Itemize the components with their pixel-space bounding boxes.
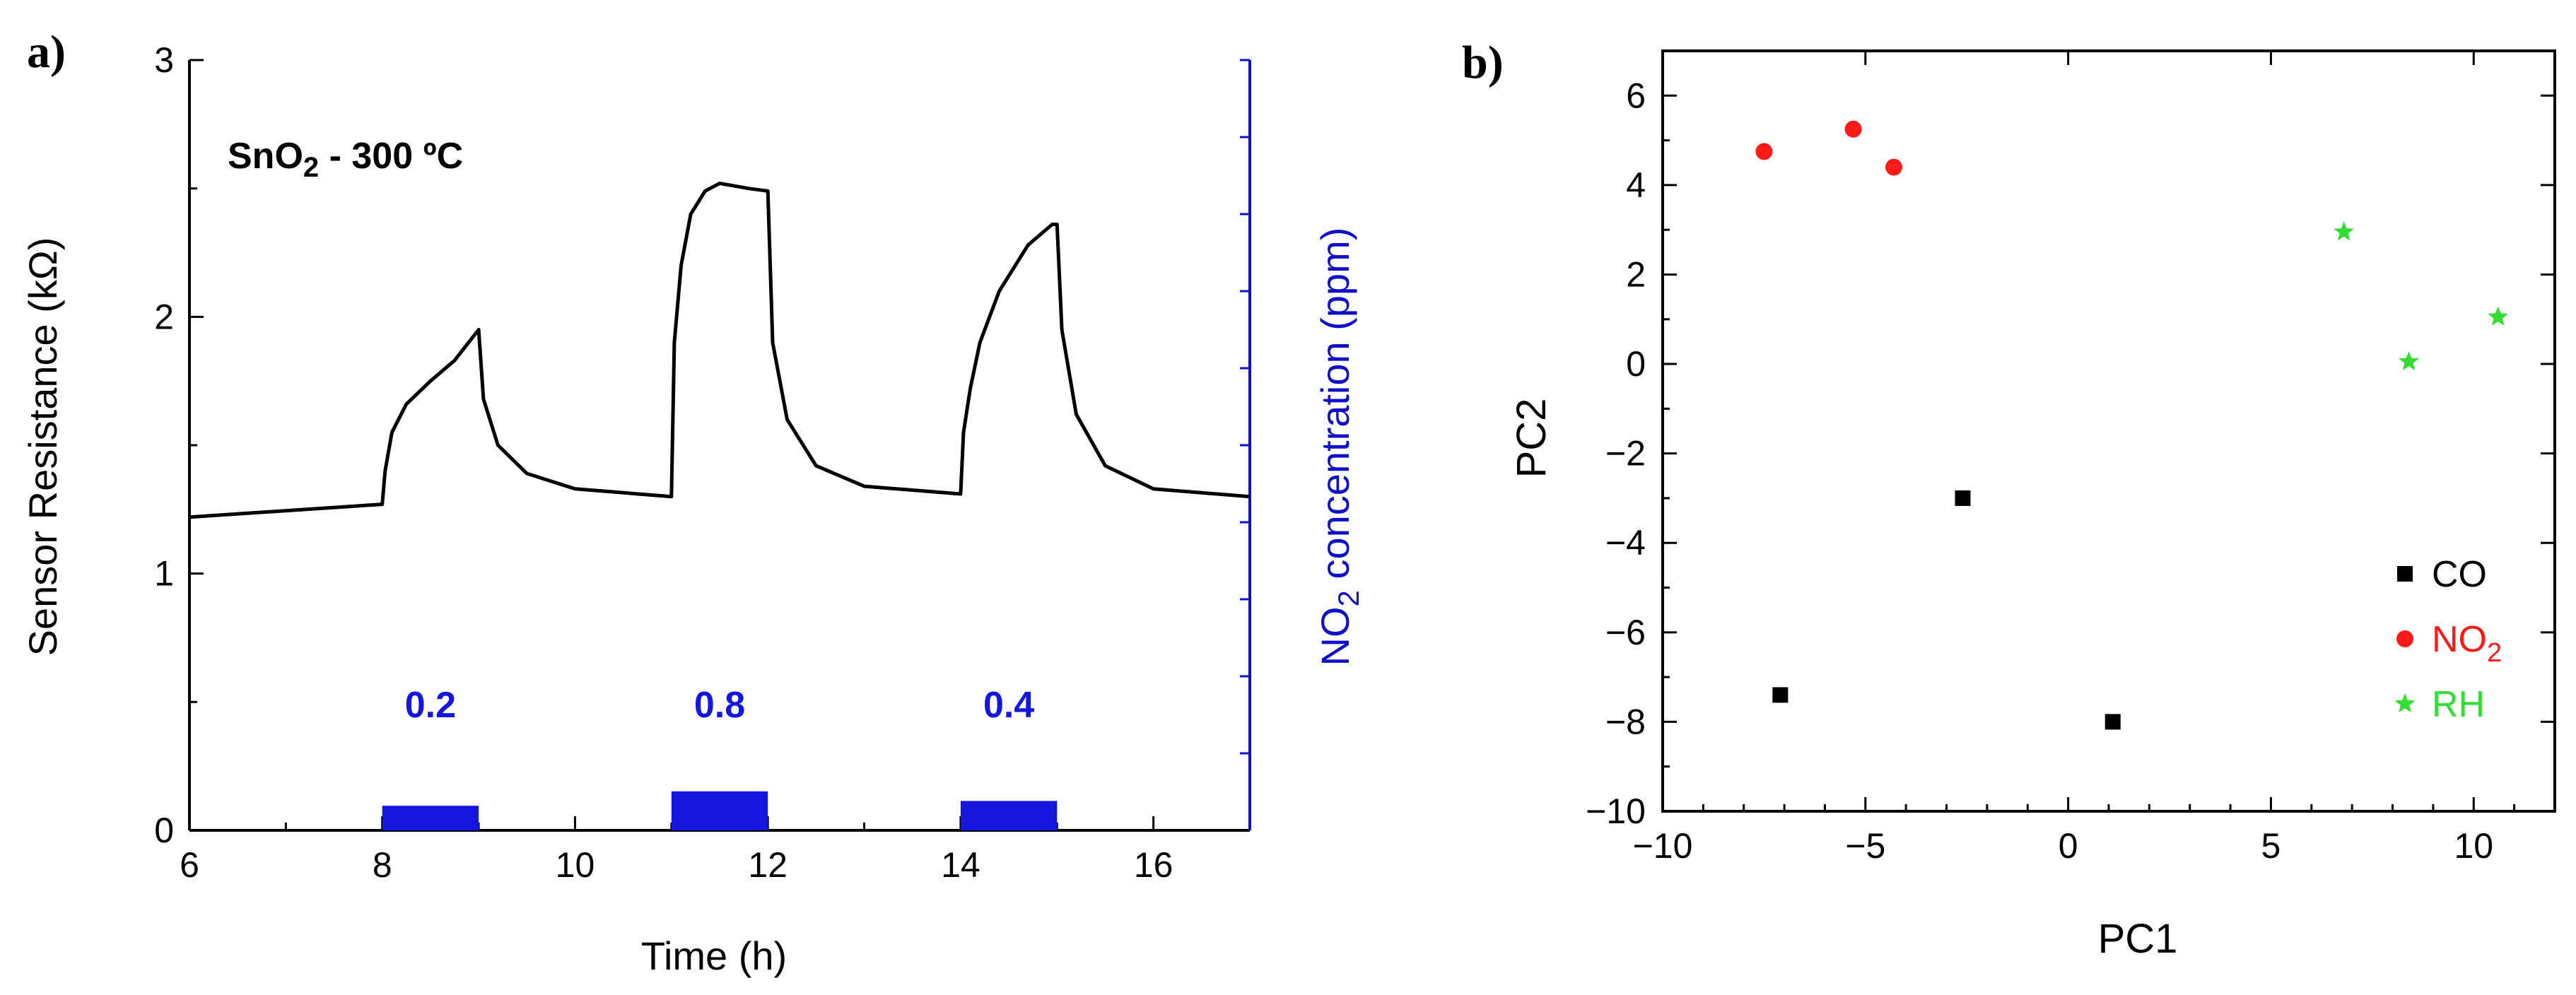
panel-b-y-tick-label: −6	[1605, 613, 1646, 652]
panel-a-x-tick-label: 14	[941, 845, 980, 885]
panel-a-pulse-label: 0.2	[405, 685, 456, 726]
panel-b: b) −10 −5 0 5 10 −10 −8 −6 −4 −2 0 2 4 6 PC1 PC2 CO NO…	[1462, 37, 2556, 962]
legend-label-no2: NO2	[2432, 619, 2502, 668]
panel-a-annotation: SnO2 - 300 ºC	[228, 136, 463, 183]
panel-b-y-tick-label: 0	[1626, 344, 1646, 384]
panel-b-x-tick-label: 10	[2454, 826, 2493, 866]
panel-a-y-tick-label: 1	[154, 554, 174, 594]
panel-b-y-tick-label: −10	[1586, 791, 1646, 831]
panel-b-y-tick-label: 6	[1626, 76, 1646, 115]
panel-b-plot-area: −10 −5 0 5 10 −10 −8 −6 −4 −2 0 2 4 6	[1586, 49, 2556, 866]
panel-b-x-tick-label: 5	[2261, 826, 2281, 866]
panel-a-x-tick-label: 6	[180, 845, 199, 885]
panel-a-no2-pulse	[671, 791, 768, 830]
legend-marker-co	[2397, 566, 2413, 582]
panel-b-point-no2	[1755, 143, 1773, 160]
panel-b-x-tick-label: −5	[1845, 826, 1885, 866]
panel-a-right-axis-title: NO2 concentration (ppm)	[1313, 228, 1365, 666]
panel-b-point-rh	[2488, 306, 2508, 326]
panel-b-y-tick-label: −4	[1605, 523, 1646, 563]
panel-b-y-axis-title: PC2	[1509, 399, 1555, 478]
panel-b-point-no2	[1885, 158, 1902, 176]
panel-b-point-rh	[2399, 351, 2419, 370]
panel-a-y-tick-label: 3	[154, 40, 174, 80]
panel-a-x-axis-title: Time (h)	[641, 934, 787, 978]
panel-a-x-tick-label: 16	[1134, 845, 1173, 885]
panel-b-point-co	[1955, 490, 1971, 506]
panel-a-y-tick-label: 2	[154, 297, 174, 336]
panel-a-x-tick-label: 10	[556, 845, 595, 885]
legend-label-rh: RH	[2432, 684, 2485, 725]
panel-b-x-axis-title: PC1	[2098, 916, 2178, 962]
panel-b-point-rh	[2334, 221, 2354, 241]
panel-a-y-tick-label: 0	[154, 811, 174, 850]
panel-b-legend: CO NO2 RH	[2394, 554, 2502, 725]
panel-b-y-tick-label: −2	[1605, 434, 1646, 473]
panel-a-no2-pulse	[960, 801, 1058, 830]
panel-b-y-tick-label: −8	[1605, 702, 1646, 741]
panel-a-pulse-label: 0.4	[983, 685, 1034, 726]
panel-b-y-tick-label: 4	[1626, 165, 1646, 205]
panel-b-x-tick-label: 0	[2059, 826, 2078, 866]
panel-a-label: a)	[27, 26, 66, 78]
panel-a-y-axis-title: Sensor Resistance (kΩ)	[21, 237, 65, 657]
panel-a-x-tick-label: 12	[748, 845, 788, 885]
legend-marker-no2	[2396, 630, 2413, 647]
panel-b-point-no2	[1844, 120, 1862, 138]
panel-b-point-co	[2104, 714, 2121, 730]
panel-b-x-tick-label: −10	[1633, 826, 1693, 866]
panel-b-point-co	[1772, 687, 1788, 703]
legend-marker-rh	[2394, 693, 2416, 713]
legend-label-co: CO	[2432, 554, 2487, 595]
panel-b-y-tick-label: 2	[1626, 254, 1646, 294]
panel-a-pulse-label: 0.8	[694, 685, 745, 726]
panel-a-x-tick-label: 8	[373, 845, 392, 885]
panel-a-no2-pulse	[382, 806, 479, 830]
panel-a-resistance-line	[189, 181, 1251, 519]
panel-b-label: b)	[1462, 37, 1504, 88]
